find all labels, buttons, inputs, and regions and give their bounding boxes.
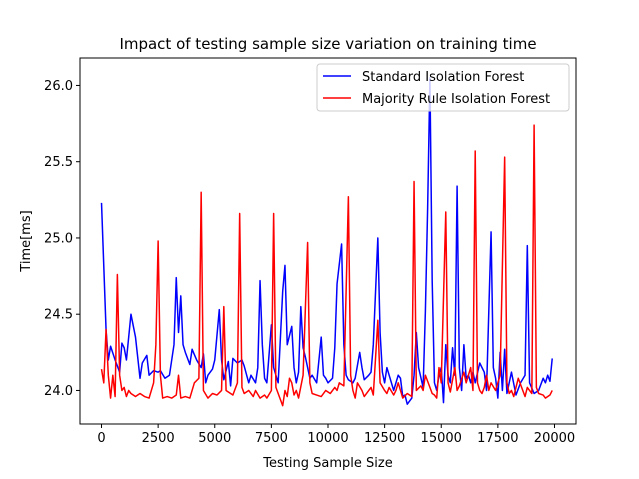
x-tick-label: 0	[97, 431, 105, 446]
x-tick-label: 5000	[198, 431, 231, 446]
legend-label-2: Majority Rule Isolation Forest	[362, 92, 550, 107]
x-tick-label: 10000	[307, 431, 348, 446]
x-tick-label: 12500	[364, 431, 405, 446]
legend-box	[316, 63, 570, 112]
x-tick-label: 2500	[142, 431, 175, 446]
y-axis-ticks: 24.0 24.5 25.0 25.5 26.0	[44, 79, 80, 399]
y-tick-label: 24.0	[44, 384, 73, 399]
y-tick-label: 25.0	[44, 231, 73, 246]
y-tick-label: 26.0	[44, 79, 73, 94]
y-tick-label: 24.5	[44, 308, 73, 323]
legend-label-1: Standard Isolation Forest	[362, 70, 524, 85]
y-tick-label: 25.5	[44, 155, 73, 170]
chart-title: Impact of testing sample size variation …	[119, 35, 536, 53]
x-tick-label: 17500	[477, 431, 518, 446]
legend: Standard Isolation Forest Majority Rule I…	[316, 63, 570, 112]
series-line-2	[100, 124, 553, 407]
x-axis-ticks: 0 2500 5000 7500 10000 12500 15000 17500 20000	[97, 424, 575, 446]
plot-lines	[100, 77, 553, 407]
x-axis-label: Testing Sample Size	[262, 456, 392, 471]
x-tick-label: 20000	[534, 431, 575, 446]
x-tick-label: 7500	[255, 431, 288, 446]
x-tick-label: 15000	[421, 431, 462, 446]
y-axis-label: Time[ms]	[19, 210, 34, 272]
